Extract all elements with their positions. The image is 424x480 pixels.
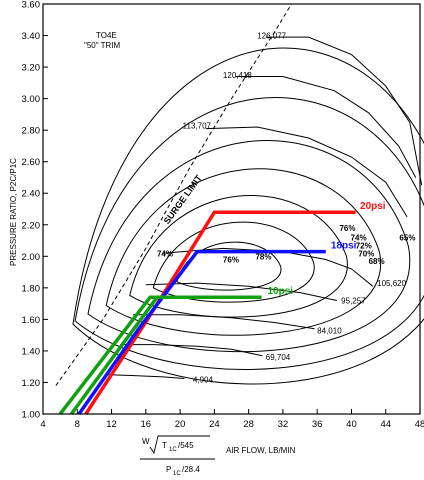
sqrt-symbol bbox=[149, 435, 210, 455]
boost-line-label: 10psi bbox=[267, 286, 293, 297]
speed-line-label: 120,418 bbox=[223, 71, 252, 80]
speed-line-label: 126,077 bbox=[257, 32, 286, 41]
y-tick-label: 1.20 bbox=[22, 378, 41, 389]
efficiency-island bbox=[74, 97, 424, 370]
speed-line-label: 69,704 bbox=[266, 353, 291, 362]
efficiency-label: 74% bbox=[351, 234, 367, 243]
boost-line bbox=[77, 249, 326, 416]
x-tick-label: 36 bbox=[312, 419, 323, 430]
y-tick-label: 2.60 bbox=[22, 157, 41, 168]
y-tick-label: 2.40 bbox=[22, 189, 41, 200]
boost-line-label: 18psi bbox=[331, 240, 357, 251]
efficiency-island bbox=[105, 168, 382, 336]
x-label-p: P bbox=[166, 465, 171, 474]
y-axis-label: PRESSURE RATIO, P2C/P1C bbox=[9, 158, 18, 266]
x-tick-label: 20 bbox=[175, 419, 186, 430]
speed-line-label: 4,904 bbox=[193, 375, 214, 384]
efficiency-label: 68% bbox=[369, 257, 385, 266]
x-label-t-const: /545 bbox=[178, 441, 194, 450]
efficiency-label: 70% bbox=[358, 249, 374, 258]
speed-line bbox=[205, 126, 408, 218]
y-tick-label: 1.80 bbox=[22, 283, 41, 294]
efficiency-label: 65% bbox=[399, 234, 415, 243]
x-tick-label: 12 bbox=[106, 419, 117, 430]
x-label-t-sub: 1C bbox=[169, 447, 177, 453]
efficiency-label: 76% bbox=[223, 256, 239, 265]
speed-line-label: 113,707 bbox=[183, 121, 212, 130]
x-tick-label: 32 bbox=[278, 419, 289, 430]
x-label-p-sub: 1C bbox=[173, 471, 181, 477]
speed-line bbox=[145, 282, 338, 301]
boost-line bbox=[69, 296, 159, 416]
x-tick-label: 40 bbox=[346, 419, 357, 430]
x-label-t: T bbox=[162, 441, 167, 450]
y-tick-label: 2.20 bbox=[22, 220, 41, 231]
x-tick-label: 48 bbox=[415, 419, 424, 430]
x-tick-label: 8 bbox=[75, 419, 80, 430]
speed-line bbox=[265, 36, 423, 186]
x-tick-label: 4 bbox=[40, 419, 45, 430]
x-label-w: W bbox=[142, 437, 150, 446]
x-tick-label: 24 bbox=[209, 419, 220, 430]
speed-line-label: 105,620 bbox=[377, 279, 406, 288]
efficiency-label: 72% bbox=[356, 241, 372, 250]
y-tick-label: 3.20 bbox=[22, 63, 41, 74]
y-tick-label: 1.00 bbox=[22, 410, 41, 421]
boost-line bbox=[84, 210, 356, 415]
boost-line bbox=[58, 295, 262, 416]
efficiency-island bbox=[87, 140, 411, 353]
efficiency-island bbox=[152, 221, 315, 303]
speed-line bbox=[120, 344, 263, 357]
y-tick-label: 1.60 bbox=[22, 315, 41, 326]
boost-line-label: 20psi bbox=[360, 201, 386, 212]
y-tick-label: 2.00 bbox=[22, 252, 41, 263]
speed-line bbox=[235, 76, 417, 178]
y-tick-label: 1.40 bbox=[22, 346, 41, 357]
y-tick-label: 3.00 bbox=[22, 94, 41, 105]
x-axis-label: W T 1C /545 P 1C /28.4 AIR FLOW, LB/MIN bbox=[140, 435, 296, 477]
efficiency-label: 74% bbox=[157, 249, 173, 258]
speed-line bbox=[162, 247, 374, 287]
annotation-title-line2: "50" TRIM bbox=[84, 41, 121, 50]
annotation-title-line1: TO4E bbox=[96, 31, 117, 40]
surge-limit-line bbox=[55, 3, 292, 386]
x-tick-label: 28 bbox=[243, 419, 254, 430]
speed-line bbox=[133, 314, 315, 330]
speed-line-label: 95,257 bbox=[341, 296, 366, 305]
y-tick-label: 2.80 bbox=[22, 126, 41, 137]
y-tick-label: 3.40 bbox=[22, 31, 41, 42]
efficiency-label: 76% bbox=[339, 224, 355, 233]
efficiency-label: 78% bbox=[255, 252, 271, 261]
x-tick-label: 16 bbox=[141, 419, 152, 430]
x-tick-label: 44 bbox=[380, 419, 391, 430]
x-label-p-const: /28.4 bbox=[182, 465, 200, 474]
speed-line bbox=[105, 374, 185, 379]
x-label-units: AIR FLOW, LB/MIN bbox=[226, 446, 296, 455]
efficiency-island bbox=[72, 47, 424, 385]
y-tick-label: 3.60 bbox=[22, 0, 41, 11]
plot-frame bbox=[42, 3, 421, 415]
speed-line-label: 84,010 bbox=[317, 326, 342, 335]
